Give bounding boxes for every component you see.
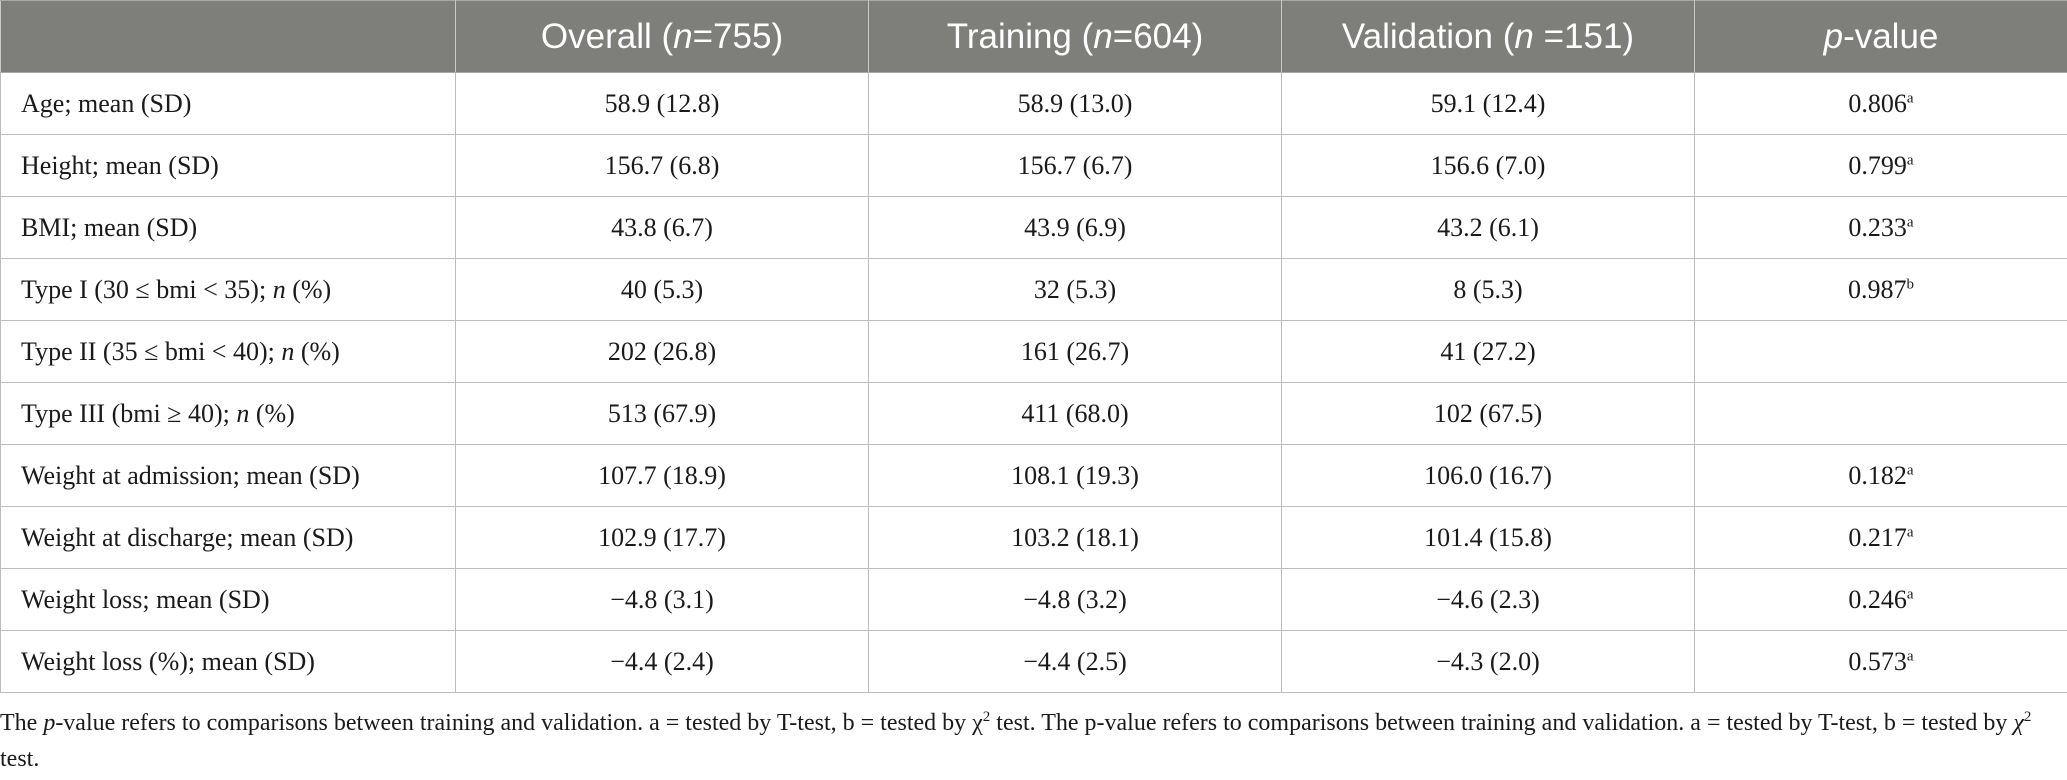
p-value-cell: 0.246a — [1694, 568, 2067, 631]
data-table: Overall (n=755) Training (n=604) Validat… — [0, 0, 2067, 693]
table-row: BMI; mean (SD) 43.8 (6.7) 43.9 (6.9) 43.2 (… — [0, 196, 2067, 259]
header-cell-overall: Overall (n=755) — [455, 0, 869, 73]
table-row: Weight loss (%); mean (SD) −4.4 (2.4) −4.4… — [0, 630, 2067, 693]
training-value-cell: 411 (68.0) — [868, 382, 1282, 445]
p-value-cell: 0.217a — [1694, 506, 2067, 569]
overall-value-cell: −4.8 (3.1) — [455, 568, 869, 631]
overall-value-cell: 43.8 (6.7) — [455, 196, 869, 259]
validation-value-cell: 43.2 (6.1) — [1281, 196, 1695, 259]
p-value-cell: 0.182a — [1694, 444, 2067, 507]
validation-value-cell: 8 (5.3) — [1281, 258, 1695, 321]
overall-value-cell: 58.9 (12.8) — [455, 72, 869, 135]
validation-value-cell: −4.6 (2.3) — [1281, 568, 1695, 631]
row-label-cell: Type III (bmi ≥ 40); n (%) — [0, 382, 456, 445]
row-label-cell: Type I (30 ≤ bmi < 35); n (%) — [0, 258, 456, 321]
training-value-cell: 58.9 (13.0) — [868, 72, 1282, 135]
row-label-cell: Weight at discharge; mean (SD) — [0, 506, 456, 569]
overall-value-cell: 40 (5.3) — [455, 258, 869, 321]
p-value-cell: 0.806a — [1694, 72, 2067, 135]
validation-value-cell: 102 (67.5) — [1281, 382, 1695, 445]
row-label-cell: Weight loss (%); mean (SD) — [0, 630, 456, 693]
p-value-cell — [1694, 382, 2067, 445]
overall-value-cell: 513 (67.9) — [455, 382, 869, 445]
overall-value-cell: 107.7 (18.9) — [455, 444, 869, 507]
row-label-cell: Weight at admission; mean (SD) — [0, 444, 456, 507]
validation-value-cell: 101.4 (15.8) — [1281, 506, 1695, 569]
table-row: Type II (35 ≤ bmi < 40); n (%) 202 (26.8)… — [0, 320, 2067, 383]
table-row: Weight at discharge; mean (SD) 102.9 (17.… — [0, 506, 2067, 569]
training-value-cell: 156.7 (6.7) — [868, 134, 1282, 197]
table-row: Weight loss; mean (SD) −4.8 (3.1) −4.8 (3.… — [0, 568, 2067, 631]
row-label-cell: Weight loss; mean (SD) — [0, 568, 456, 631]
table-row: Age; mean (SD) 58.9 (12.8) 58.9 (13.0) 59.1… — [0, 72, 2067, 135]
header-cell-p-value: p-value — [1694, 0, 2067, 73]
row-label-cell: Height; mean (SD) — [0, 134, 456, 197]
overall-value-cell: −4.4 (2.4) — [455, 630, 869, 693]
training-value-cell: 108.1 (19.3) — [868, 444, 1282, 507]
training-value-cell: 103.2 (18.1) — [868, 506, 1282, 569]
row-label-cell: Type II (35 ≤ bmi < 40); n (%) — [0, 320, 456, 383]
header-cell-label — [0, 0, 456, 73]
training-value-cell: 43.9 (6.9) — [868, 196, 1282, 259]
p-value-cell: 0.233a — [1694, 196, 2067, 259]
overall-value-cell: 156.7 (6.8) — [455, 134, 869, 197]
table-body: Age; mean (SD) 58.9 (12.8) 58.9 (13.0) 59.1… — [0, 72, 2067, 693]
table-footnote: The p-value refers to comparisons betwee… — [0, 709, 2032, 773]
validation-value-cell: 41 (27.2) — [1281, 320, 1695, 383]
p-value-cell: 0.573a — [1694, 630, 2067, 693]
overall-value-cell: 102.9 (17.7) — [455, 506, 869, 569]
p-value-cell: 0.799a — [1694, 134, 2067, 197]
header-cell-training: Training (n=604) — [868, 0, 1282, 73]
training-value-cell: −4.8 (3.2) — [868, 568, 1282, 631]
training-value-cell: −4.4 (2.5) — [868, 630, 1282, 693]
validation-value-cell: 59.1 (12.4) — [1281, 72, 1695, 135]
table-row: Weight at admission; mean (SD) 107.7 (18.… — [0, 444, 2067, 507]
table-row: Type III (bmi ≥ 40); n (%) 513 (67.9) 411 … — [0, 382, 2067, 445]
training-value-cell: 161 (26.7) — [868, 320, 1282, 383]
validation-value-cell: −4.3 (2.0) — [1281, 630, 1695, 693]
header-row: Overall (n=755) Training (n=604) Validat… — [0, 0, 2067, 73]
validation-value-cell: 106.0 (16.7) — [1281, 444, 1695, 507]
table-row: Height; mean (SD) 156.7 (6.8) 156.7 (6.7) 1… — [0, 134, 2067, 197]
training-value-cell: 32 (5.3) — [868, 258, 1282, 321]
table-row: Type I (30 ≤ bmi < 35); n (%) 40 (5.3) 32 … — [0, 258, 2067, 321]
row-label-cell: Age; mean (SD) — [0, 72, 456, 135]
row-label-cell: BMI; mean (SD) — [0, 196, 456, 259]
header-cell-validation: Validation (n =151) — [1281, 0, 1695, 73]
p-value-cell: 0.987b — [1694, 258, 2067, 321]
overall-value-cell: 202 (26.8) — [455, 320, 869, 383]
p-value-cell — [1694, 320, 2067, 383]
validation-value-cell: 156.6 (7.0) — [1281, 134, 1695, 197]
